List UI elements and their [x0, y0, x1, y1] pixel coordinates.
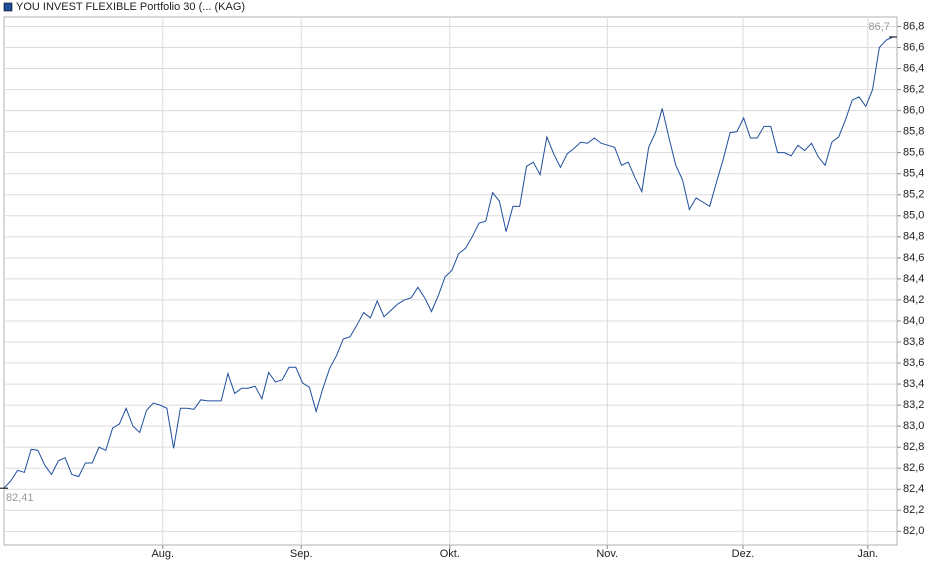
y-tick-label: 82,0 — [903, 525, 924, 537]
y-tick-label: 85,2 — [903, 189, 924, 201]
legend-label: YOU INVEST FLEXIBLE Portfolio 30 (... (K… — [16, 1, 245, 13]
y-tick-label: 82,4 — [903, 483, 924, 495]
y-tick-label: 84,2 — [903, 294, 924, 306]
x-tick-label: Jan. — [857, 548, 878, 560]
x-tick-label: Okt. — [440, 548, 460, 560]
y-tick-label: 85,4 — [903, 168, 924, 180]
y-tick-label: 86,0 — [903, 105, 924, 117]
y-tick-label: 82,8 — [903, 441, 924, 453]
y-tick-label: 82,2 — [903, 504, 924, 516]
y-tick-label: 82,6 — [903, 462, 924, 474]
y-tick-label: 83,6 — [903, 357, 924, 369]
y-tick-label: 84,4 — [903, 273, 924, 285]
y-tick-label: 84,0 — [903, 315, 924, 327]
line-series — [3, 36, 894, 489]
x-tick-label: Nov. — [596, 548, 618, 560]
value-annotation: 86,7 — [869, 21, 890, 33]
y-tick-label: 86,6 — [903, 41, 924, 53]
x-tick-label: Aug. — [151, 548, 174, 560]
legend-swatch — [3, 2, 13, 12]
plot-area — [3, 16, 898, 546]
y-tick-label: 83,0 — [903, 420, 924, 432]
y-tick-label: 85,0 — [903, 210, 924, 222]
y-tick-label: 84,6 — [903, 252, 924, 264]
x-tick-label: Sep. — [290, 548, 313, 560]
y-tick-label: 86,4 — [903, 62, 924, 74]
y-tick-label: 83,2 — [903, 399, 924, 411]
y-tick-label: 85,6 — [903, 147, 924, 159]
y-tick-label: 86,8 — [903, 20, 924, 32]
y-tick-label: 85,8 — [903, 126, 924, 138]
value-annotation: 82,41 — [6, 492, 34, 504]
y-tick-label: 83,4 — [903, 378, 924, 390]
y-tick-label: 83,8 — [903, 336, 924, 348]
y-tick-label: 84,8 — [903, 231, 924, 243]
y-tick-label: 86,2 — [903, 83, 924, 95]
x-tick-label: Dez. — [732, 548, 755, 560]
